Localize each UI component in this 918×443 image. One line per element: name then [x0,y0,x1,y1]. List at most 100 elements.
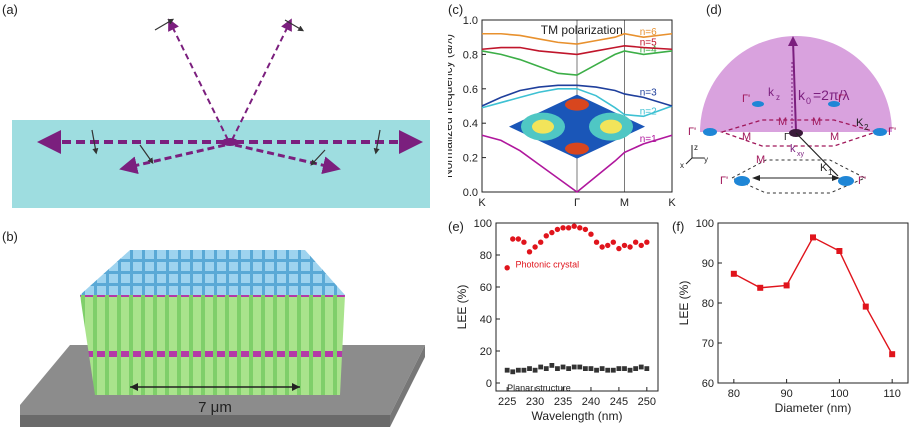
svg-text:M: M [812,116,821,128]
band-line [481,84,673,107]
data-point [627,244,633,250]
data-point [527,366,532,371]
data-point [521,239,527,245]
data-point [588,231,594,237]
data-point [638,364,644,370]
y-tick-label: 0.6 [463,84,478,96]
emission-schematic [12,18,430,208]
panel-a: (a) [0,0,430,215]
data-point [555,366,560,371]
data-point [532,244,538,250]
x-tick-label: M [620,197,629,209]
data-point [621,242,628,249]
band-label: n=4 [640,44,657,55]
lee-wavelength-chart: 0 20 40 60 80 100 225 230 235 240 245 250 Wavelength… [455,218,659,423]
data-point [638,242,644,249]
svg-text:=2π/λ: =2π/λ [813,87,850,103]
band-line [481,134,673,194]
x-tick-label: K [668,197,676,209]
data-point [537,239,544,245]
data-point [627,367,633,373]
svg-text:K: K [856,117,864,129]
y-tick-label: 70 [702,338,714,350]
svg-text:2: 2 [864,123,869,132]
svg-text:Γ': Γ' [858,175,866,187]
x-tick-label: 80 [728,388,740,400]
data-point [810,234,816,241]
data-point [862,303,869,310]
data-point [730,270,737,277]
data-point [543,233,549,239]
band-label: n=5 [640,38,657,49]
y-tick-label: 0.2 [463,153,478,165]
svg-text:Γ': Γ' [888,126,896,138]
band-label: n=1 [640,134,657,145]
y-tick-label: 40 [480,314,492,326]
svg-text:Γ': Γ' [838,93,846,105]
panel-label: (f) [672,219,685,234]
y-tick-label: 1.0 [463,15,478,27]
guided-ray [234,143,341,175]
data-point [594,367,599,373]
data-point [510,236,516,242]
svg-text:Γ': Γ' [720,175,728,187]
band-line [481,50,673,76]
substrate-slab [12,120,430,208]
band-label: n=3 [640,87,657,98]
svg-text:Γ': Γ' [742,93,750,105]
panel-f: (f) 60 70 80 90 100 80 90 100 110 Diameter (nm) LE… [668,215,918,438]
data-point [610,367,616,373]
band-label: n=6 [640,27,657,38]
x-tick-label: 100 [830,388,848,400]
svg-text:Γ': Γ' [688,126,696,138]
data-point [566,366,572,371]
data-point [515,236,522,242]
data-point [577,364,583,370]
data-point [889,351,896,358]
data-point [560,364,566,370]
plot-frame [717,222,909,384]
x-tick-label: 230 [526,396,544,408]
data-point [549,363,555,368]
panel-label: (b) [2,229,18,244]
data-point [588,366,594,371]
svg-text:xy: xy [797,151,805,158]
x-axis-label: Wavelength (nm) [532,409,623,423]
svg-text:k: k [790,143,796,155]
lee-diameter-chart: 60 70 80 90 100 80 90 100 110 Diameter (nm) LEE (%… [677,218,909,415]
band-line [481,44,673,56]
escape-ray [231,18,292,141]
data-point [836,248,843,254]
brillouin-zone-bottom [730,159,867,194]
y-tick-label: 0.0 [463,187,478,199]
y-tick-label: 100 [474,218,492,230]
x-axis-label: Diameter (nm) [775,401,852,415]
band-label: n=2 [640,106,657,117]
data-point [510,369,516,375]
data-point [565,225,572,231]
y-tick-label: 80 [480,250,492,262]
data-point [554,226,561,233]
x-tick-label: 240 [582,396,600,408]
data-point [571,223,577,229]
svg-text:z: z [776,93,780,102]
data-point [549,229,555,236]
svg-text:M: M [830,131,839,143]
x-tick-label: 245 [610,396,628,408]
panel-e: (e) 0 20 40 60 80 100 225 230 235 240 245 250 Wavele… [448,215,668,438]
svg-text:x: x [680,161,684,170]
svg-text:M: M [778,116,787,128]
panel-label: (e) [448,219,464,234]
y-tick-label: 0.4 [463,118,478,130]
data-point [644,366,650,371]
panel-b: (b) 7 μm [0,225,430,438]
x-tick-label: 90 [780,388,792,400]
data-point [538,364,544,370]
data-point [605,242,611,249]
data-point [543,366,549,371]
plot-frame [495,222,659,392]
panel-c: (c) 0.0 0.2 0.4 0.6 0.8 1.0 K Γ M K Normalized fre… [441,0,680,215]
y-tick-label: 0.8 [463,49,478,61]
